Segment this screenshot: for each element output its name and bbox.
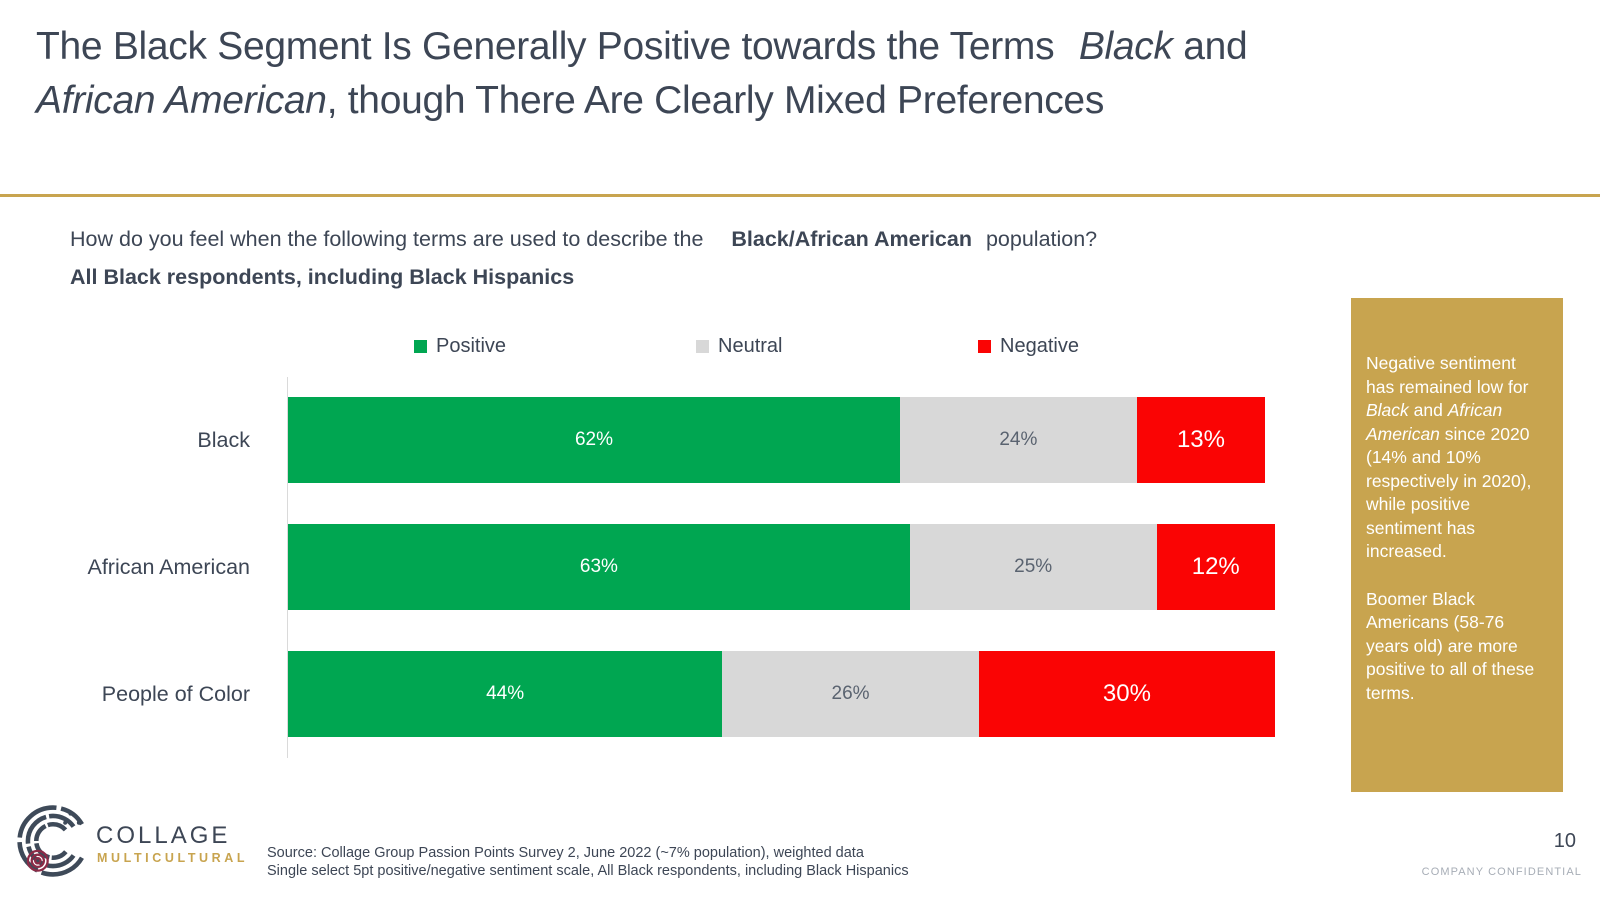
text-segment: Boomer Black Americans (58-76 years old)…: [1366, 588, 1535, 703]
text-segment: The Black Segment Is Generally Positive …: [36, 25, 1065, 68]
text-segment: Negative sentiment has remained low for: [1366, 353, 1529, 397]
legend-swatch-positive: [414, 340, 427, 353]
insight-callout-box: Negative sentiment has remained low for …: [1351, 298, 1563, 792]
text-segment: and: [1172, 25, 1248, 68]
bar-segment-negative: 13%: [1136, 397, 1266, 483]
bar-value-label: 25%: [1014, 556, 1053, 577]
confidential-label: COMPANY CONFIDENTIAL: [1421, 866, 1582, 878]
bar-value-label: 12%: [1191, 553, 1240, 580]
category-label: People of Color: [101, 682, 250, 706]
category-label: Black: [197, 428, 250, 452]
bar-row: 63% 25% 12%: [288, 524, 1275, 610]
bar-value-label: 26%: [831, 683, 870, 704]
legend-swatch-neutral: [696, 340, 709, 353]
legend-item-negative: Negative: [978, 335, 1079, 358]
callout-paragraph-2: Boomer Black Americans (58-76 years old)…: [1366, 588, 1547, 706]
logo-wordmark: COLLAGE: [96, 822, 231, 849]
logo-subtitle: MULTICULTURAL: [97, 851, 249, 865]
respondent-base-label: All Black respondents, including Black H…: [70, 265, 575, 289]
slide-title-line2: African American, though There Are Clear…: [36, 74, 1536, 128]
legend-label: Positive: [436, 335, 507, 357]
source-note: Source: Collage Group Passion Points Sur…: [267, 845, 909, 880]
chart-axis-line: [287, 377, 288, 758]
source-line2: Single select 5pt positive/negative sent…: [267, 862, 909, 879]
text-segment: and: [1408, 400, 1448, 420]
chart-legend: Positive Neutral Negative: [288, 335, 1278, 363]
legend-label: Neutral: [718, 335, 783, 357]
bar-value-label: 62%: [574, 429, 613, 450]
text-segment: , though There Are Clearly Mixed Prefere…: [326, 79, 1105, 122]
category-label: African American: [87, 555, 250, 579]
bar-segment-neutral: 26%: [722, 651, 979, 737]
bar-segment-negative: 12%: [1156, 524, 1275, 610]
bar-value-label: 30%: [1102, 680, 1151, 707]
title-divider-rule: [0, 194, 1600, 197]
slide-title-line1: The Black Segment Is Generally Positive …: [36, 20, 1536, 74]
slide-title: The Black Segment Is Generally Positive …: [36, 20, 1536, 128]
bar-segment-negative: 30%: [978, 651, 1275, 737]
text-segment: Black: [1078, 25, 1173, 68]
legend-item-positive: Positive: [414, 335, 506, 358]
legend-label: Negative: [1000, 335, 1079, 357]
bar-segment-neutral: 25%: [909, 524, 1157, 610]
text-segment: How do you feel when the following terms…: [70, 227, 710, 251]
bar-row: 44% 26% 30%: [288, 651, 1275, 737]
bar-value-label: 63%: [579, 556, 618, 577]
bar-value-label: 44%: [486, 683, 525, 704]
page-number: 10: [1553, 830, 1576, 852]
bar-row: 62% 24% 13%: [288, 397, 1275, 483]
text-segment: Black: [1366, 400, 1409, 420]
text-segment: since 2020 (14% and 10% respectively in …: [1366, 423, 1532, 562]
text-segment: African American: [1366, 400, 1503, 444]
text-segment: population?: [979, 227, 1098, 251]
question-line: How do you feel when the following terms…: [70, 220, 1097, 258]
bar-segment-neutral: 24%: [899, 397, 1137, 483]
callout-paragraph-1: Negative sentiment has remained low for …: [1366, 352, 1547, 564]
legend-swatch-negative: [978, 340, 991, 353]
legend-item-neutral: Neutral: [696, 335, 782, 358]
text-segment: Black/African American: [731, 227, 972, 251]
bar-segment-positive: 44%: [288, 651, 723, 737]
bar-value-label: 13%: [1176, 426, 1225, 453]
bar-value-label: 24%: [999, 429, 1038, 450]
collage-logo-icon: [17, 805, 89, 877]
bar-segment-positive: 62%: [288, 397, 900, 483]
collage-logo: COLLAGE MULTICULTURAL: [15, 778, 265, 893]
stacked-bar-chart: 62% 24% 13% 63% 25% 12% 44% 26% 30%: [288, 397, 1275, 778]
chart-question: How do you feel when the following terms…: [70, 220, 1097, 296]
source-line1: Source: Collage Group Passion Points Sur…: [267, 845, 864, 861]
text-segment: African American: [36, 79, 327, 122]
chart-category-labels: Black African American People of Color: [36, 397, 268, 778]
bar-segment-positive: 63%: [288, 524, 910, 610]
